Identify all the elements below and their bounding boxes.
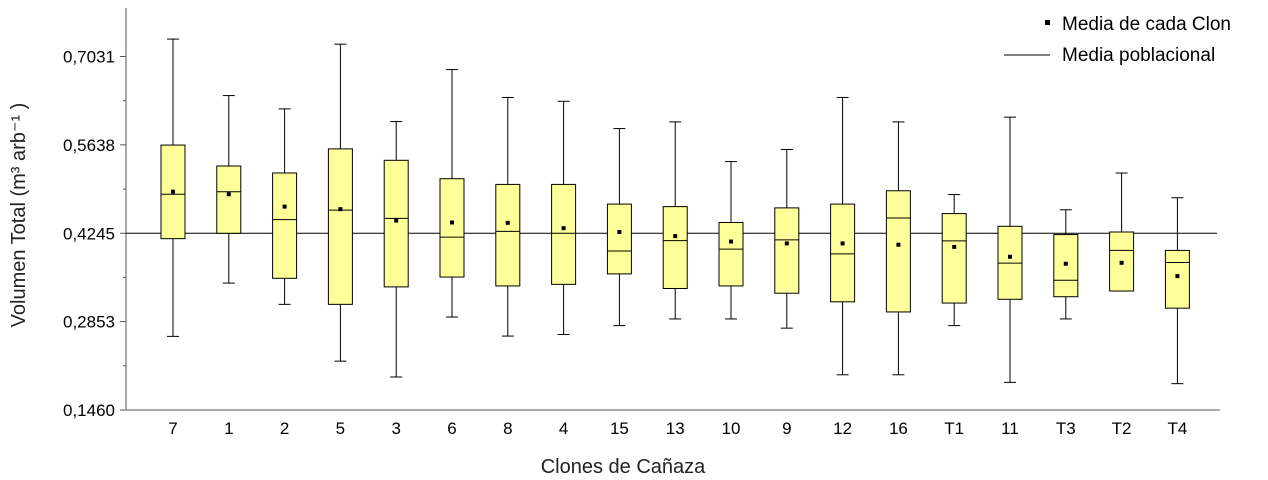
box-16 [885,121,911,376]
iqr-box [774,207,800,294]
box-15 [606,128,632,327]
mean-marker [450,220,454,225]
iqr-box [662,206,688,289]
iqr-box [383,159,409,288]
x-tick-label: T3 [1056,419,1076,438]
x-tick-label: 7 [168,419,177,438]
box-12 [830,96,856,376]
x-tick-label: 15 [610,419,629,438]
box-9 [774,149,800,329]
iqr-box [495,183,521,287]
x-tick-label: 10 [722,419,741,438]
y-tick-label: 0,5638 [63,136,115,155]
iqr-box [272,172,298,279]
y-tick-label: 0,2853 [63,313,115,332]
box-10 [718,161,744,320]
legend: Media de cada Clon Media poblacional [1004,14,1231,66]
x-tick-label: 8 [503,419,512,438]
mean-marker [1008,254,1012,259]
box-T4 [1164,197,1190,385]
box-series [160,38,1190,385]
mean-marker [617,230,622,235]
mean-marker [896,242,901,247]
box-3 [383,121,409,378]
mean-marker [784,241,789,246]
mean-marker [952,244,957,249]
mean-marker [338,207,343,212]
y-tick-label: 0,7031 [63,47,115,66]
mean-marker [1175,274,1180,279]
mean-marker [673,234,678,239]
x-tick-label: 16 [889,419,908,438]
x-tick-label: 13 [666,419,685,438]
iqr-box [606,203,632,275]
x-axis-tick-labels: 7 1 2 5 3 6 8 4 15 13 10 9 12 16 T1 11 T3 T2 T4 [168,419,1187,438]
x-tick-label: 6 [447,419,456,438]
box-T1 [941,194,967,327]
legend-mean-marker [1045,20,1050,25]
legend-population-label: Media poblacional [1062,45,1215,66]
box-T2 [1109,172,1135,292]
box-T3 [1053,209,1079,320]
y-tick-label: 0,4245 [63,224,115,243]
mean-marker [394,218,399,223]
mean-marker [840,241,845,246]
iqr-box [327,148,353,305]
x-tick-label: T1 [944,419,964,438]
iqr-box [718,221,744,287]
y-tick-label: 0,1460 [63,401,115,420]
box-1 [216,95,242,284]
y-axis-title: Volumen Total (m³ arb⁻¹ ) [8,103,30,328]
box-7 [160,38,186,337]
iqr-box [885,190,911,313]
x-tick-label: T2 [1112,419,1132,438]
iqr-box [830,203,856,303]
mean-marker [171,189,175,194]
x-axis-title: Clones de Cañaza [541,456,706,478]
x-tick-label: 12 [833,419,852,438]
x-tick-label: 3 [391,419,400,438]
iqr-box [216,165,242,234]
mean-marker [282,204,287,209]
mean-marker [1119,260,1124,265]
x-tick-label: 11 [1001,419,1019,438]
mean-marker [505,220,510,225]
x-tick-label: T4 [1167,419,1187,438]
box-6 [439,69,465,318]
box-11 [997,116,1023,383]
legend-mean-label: Media de cada Clon [1062,14,1231,35]
x-tick-label: 5 [336,419,345,438]
mean-marker [226,192,231,197]
y-axis-ticks: 0,1460 0,2853 0,4245 0,5638 0,7031 [63,47,126,420]
box-13 [662,121,688,320]
mean-marker [561,226,566,231]
iqr-box [1164,249,1190,309]
x-tick-label: 2 [280,419,289,438]
iqr-box [439,178,465,278]
box-4 [551,100,577,335]
x-tick-label: 9 [782,419,791,438]
x-tick-label: 4 [559,419,568,438]
iqr-box [941,213,967,304]
mean-marker [729,239,733,244]
box-5 [327,43,353,362]
iqr-box [551,183,577,285]
box-2 [272,108,298,305]
box-8 [495,96,521,337]
x-tick-label: 1 [224,419,233,438]
mean-marker [1063,261,1068,266]
